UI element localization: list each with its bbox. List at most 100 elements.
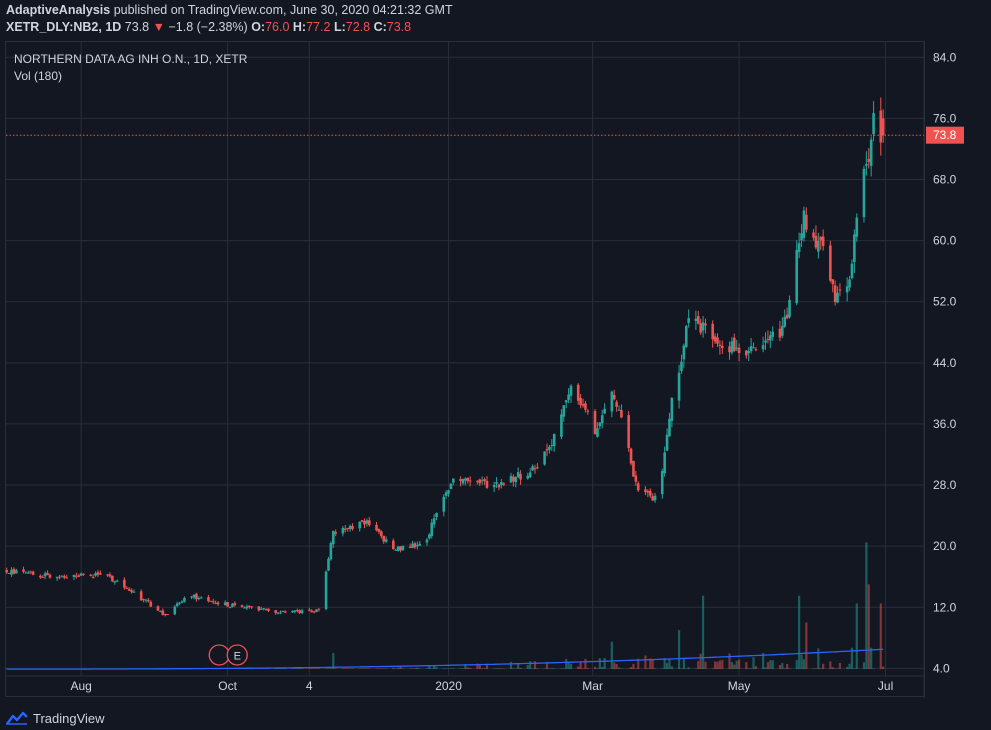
volume-legend[interactable]: Vol (180) — [14, 69, 63, 83]
volume-bar — [581, 668, 585, 669]
volume-bar — [653, 668, 657, 669]
volume-bar — [500, 668, 503, 669]
volume-bar — [536, 668, 539, 669]
candle-body — [464, 478, 467, 481]
candle-body — [636, 483, 640, 491]
volume-bar — [409, 668, 412, 669]
candle-body — [115, 580, 119, 582]
tradingview-footer[interactable]: TradingView — [6, 709, 105, 727]
volume-bar — [449, 668, 453, 669]
candle-body — [730, 341, 734, 353]
volume-bar — [368, 668, 371, 669]
open-label: O: — [251, 20, 266, 34]
candle-body — [526, 475, 530, 479]
candle-body — [869, 139, 873, 166]
candle-body — [394, 549, 398, 551]
volume-bar — [771, 660, 774, 669]
chart-legend-title[interactable]: NORTHERN DATA AG INH O.N., 1D, XETR — [14, 52, 248, 66]
candle-body — [334, 532, 337, 534]
candle-body — [865, 163, 868, 166]
candle-body — [829, 245, 832, 281]
time-tick-label: 4 — [306, 679, 313, 693]
candle-body — [449, 483, 453, 489]
volume-bar — [365, 668, 369, 669]
candle-body — [300, 610, 304, 614]
volume-bar — [651, 659, 654, 669]
candle-body — [879, 110, 883, 143]
candle-body — [214, 602, 217, 604]
candle-body — [58, 576, 61, 578]
candle-body — [226, 602, 229, 607]
volume-bar — [704, 661, 707, 669]
candle-body — [348, 525, 352, 530]
candle-body — [274, 610, 277, 613]
candle-body — [543, 451, 546, 465]
candle-body — [560, 414, 563, 437]
volume-bar — [394, 668, 397, 669]
candle-body — [831, 279, 835, 285]
candle-body — [855, 217, 859, 237]
candle-body — [147, 600, 150, 602]
candle-body — [502, 483, 506, 485]
volume-bar — [795, 660, 798, 669]
earnings-marker-ghost — [208, 644, 230, 666]
candle-body — [819, 236, 823, 241]
volume-bar — [733, 664, 736, 669]
volume-bar — [315, 668, 318, 669]
volume-bar — [461, 668, 465, 669]
candle-body — [130, 590, 133, 593]
candle-body — [634, 475, 638, 482]
volume-bar — [822, 663, 825, 669]
volume-bar — [397, 667, 400, 669]
candle-body — [324, 571, 328, 610]
candle-body — [262, 608, 265, 610]
candle-body — [593, 411, 597, 435]
volume-bar — [418, 668, 421, 669]
volume-bar — [805, 622, 808, 669]
candle-body — [91, 576, 95, 578]
volume-bar — [445, 668, 448, 669]
candle-body — [82, 573, 85, 575]
close-value: 73.8 — [386, 20, 412, 34]
volume-bar — [718, 660, 721, 669]
candle-body — [797, 243, 801, 253]
candle-body — [291, 610, 294, 613]
candle-body — [812, 232, 815, 238]
candle-body — [476, 480, 479, 482]
candle-body — [778, 328, 782, 338]
volume-bar — [550, 668, 553, 669]
volume-bar — [754, 666, 758, 669]
candle-body — [845, 286, 849, 293]
candle-body — [94, 573, 97, 576]
candle-body — [247, 606, 251, 608]
candle-body — [800, 233, 803, 241]
volume-bar — [346, 668, 349, 669]
candle-body — [663, 452, 666, 474]
volume-bar — [459, 668, 462, 669]
candle-body — [483, 479, 486, 482]
candle-body — [552, 434, 556, 447]
author-name[interactable]: AdaptiveAnalysis — [6, 3, 111, 17]
volume-bar — [778, 665, 782, 669]
candle-body — [243, 607, 246, 609]
candle-body — [720, 345, 724, 349]
volume-bar — [464, 664, 467, 669]
volume-bar — [802, 659, 806, 669]
volume-bar — [452, 668, 455, 669]
candle-body — [514, 476, 518, 483]
volume-bar — [382, 668, 385, 669]
candle-body — [144, 599, 148, 601]
candle-body — [48, 574, 52, 578]
candle-body — [548, 446, 551, 450]
high-value: 77.2 — [306, 20, 331, 34]
candle-body — [293, 610, 297, 612]
volume-bar — [834, 668, 837, 669]
candle-body — [216, 602, 220, 605]
price-tick-label: 60.0 — [933, 234, 957, 248]
candle-body — [60, 575, 64, 577]
ohlc-info: XETR_DLY:NB2, 1D 73.8 ▼ −1.8 (−2.38%) O:… — [6, 20, 411, 34]
volume-bar — [327, 668, 330, 669]
candle-body — [27, 572, 30, 574]
candle-body — [413, 543, 417, 548]
